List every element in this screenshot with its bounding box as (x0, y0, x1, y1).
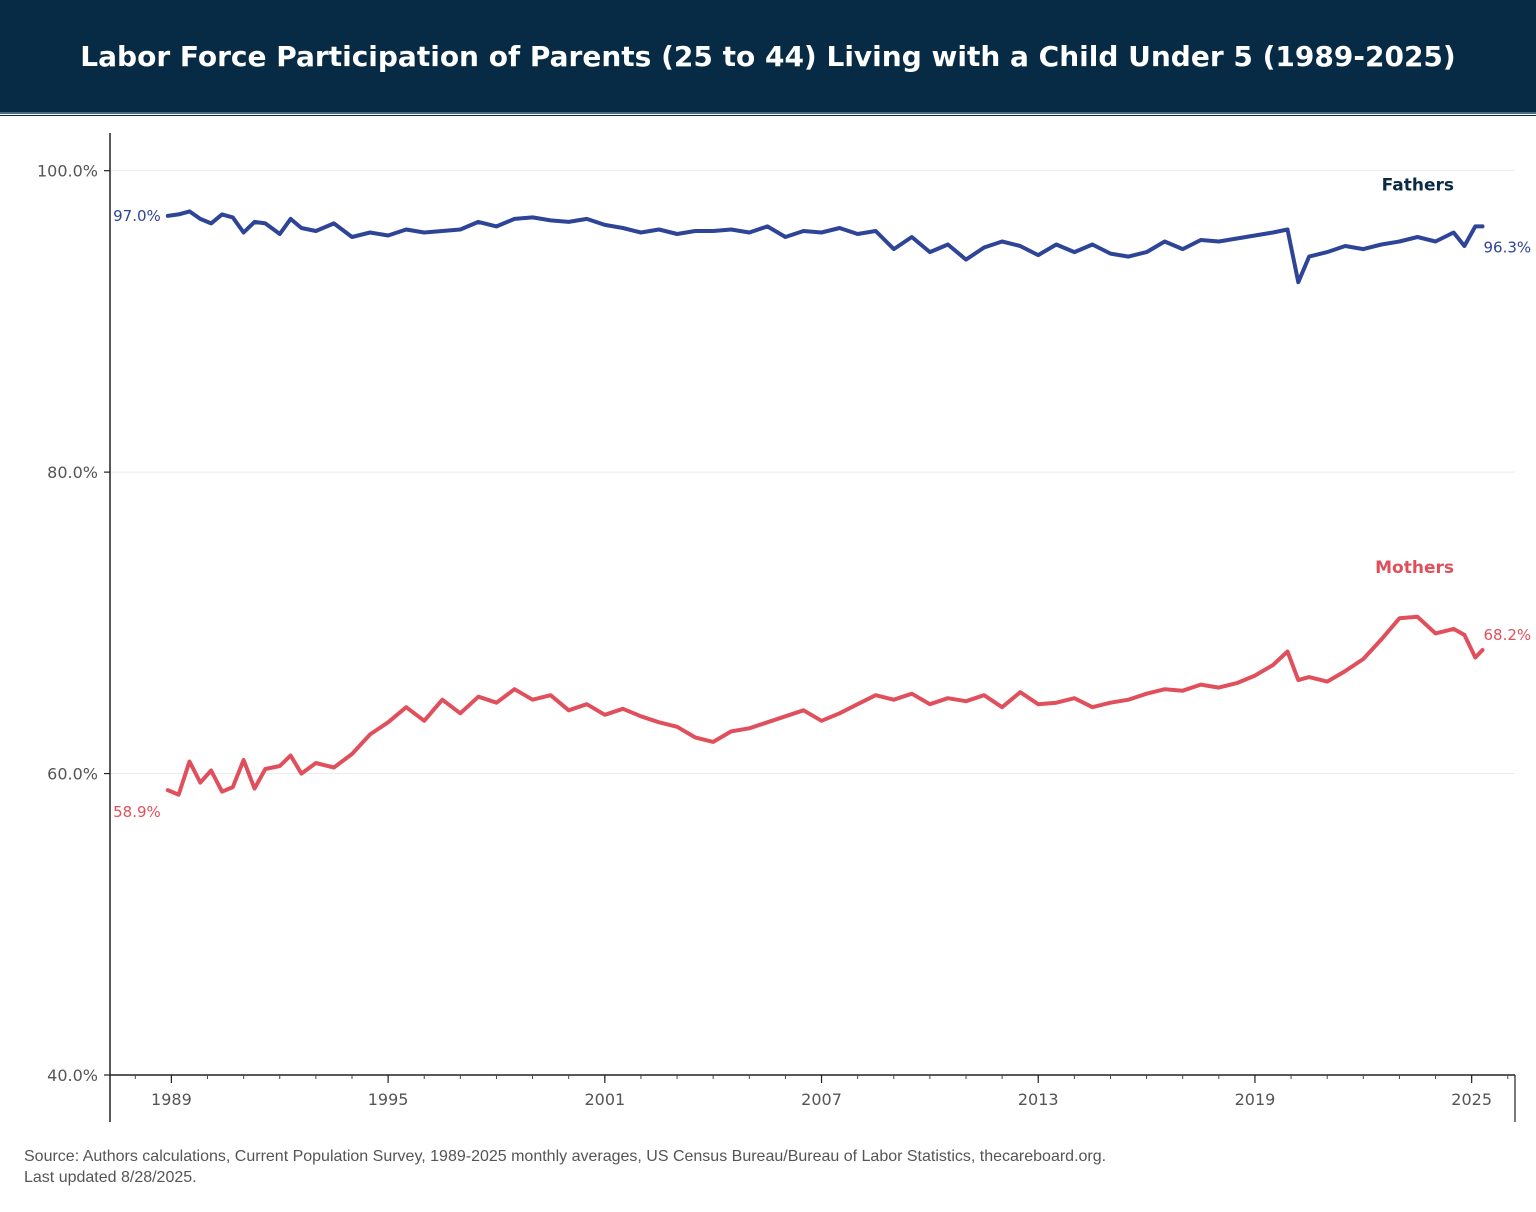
x-tick-label: 2019 (1235, 1090, 1276, 1109)
series-line-fathers (165, 209, 1485, 285)
y-tick-label: 60.0% (47, 765, 98, 784)
x-tick-label: 2013 (1018, 1090, 1059, 1109)
end-value-label: 96.3% (1483, 238, 1531, 256)
x-axis: 1989 1995 2001 2007 2013 2019 2025 (110, 1074, 1516, 1122)
y-tick-label: 80.0% (47, 463, 98, 482)
series-name-label: Mothers (1375, 558, 1454, 578)
start-value-label: 58.9% (113, 803, 161, 821)
title-banner: Labor Force Participation of Parents (25… (0, 0, 1536, 114)
y-tick-label: 40.0% (47, 1066, 98, 1085)
start-value-label: 97.0% (113, 207, 161, 225)
gridlines (110, 170, 1515, 775)
y-axis: 100.0% 80.0% 60.0% 40.0% (37, 133, 111, 1122)
x-tick-label: 1995 (368, 1090, 409, 1109)
y-tick-label: 100.0% (37, 162, 98, 181)
chart-title: Labor Force Participation of Parents (25… (80, 39, 1456, 73)
x-tick-label: 1989 (151, 1090, 192, 1109)
x-tick-label: 2007 (801, 1090, 842, 1109)
x-tick-label: 2025 (1451, 1090, 1492, 1109)
title-rule (0, 115, 1536, 116)
series-line-mothers (165, 614, 1485, 797)
x-tick-label: 2001 (584, 1090, 625, 1109)
last-updated-text: Last updated 8/28/2025. (24, 1169, 197, 1186)
source-text: Source: Authors calculations, Current Po… (24, 1148, 1107, 1165)
source-note: Source: Authors calculations, Current Po… (24, 1146, 1504, 1188)
series-name-label: Fathers (1382, 175, 1454, 195)
series-layer: 97.0% 96.3% Fathers 58.9% 68.2% Mothers (113, 175, 1531, 821)
end-value-label: 68.2% (1483, 626, 1531, 644)
